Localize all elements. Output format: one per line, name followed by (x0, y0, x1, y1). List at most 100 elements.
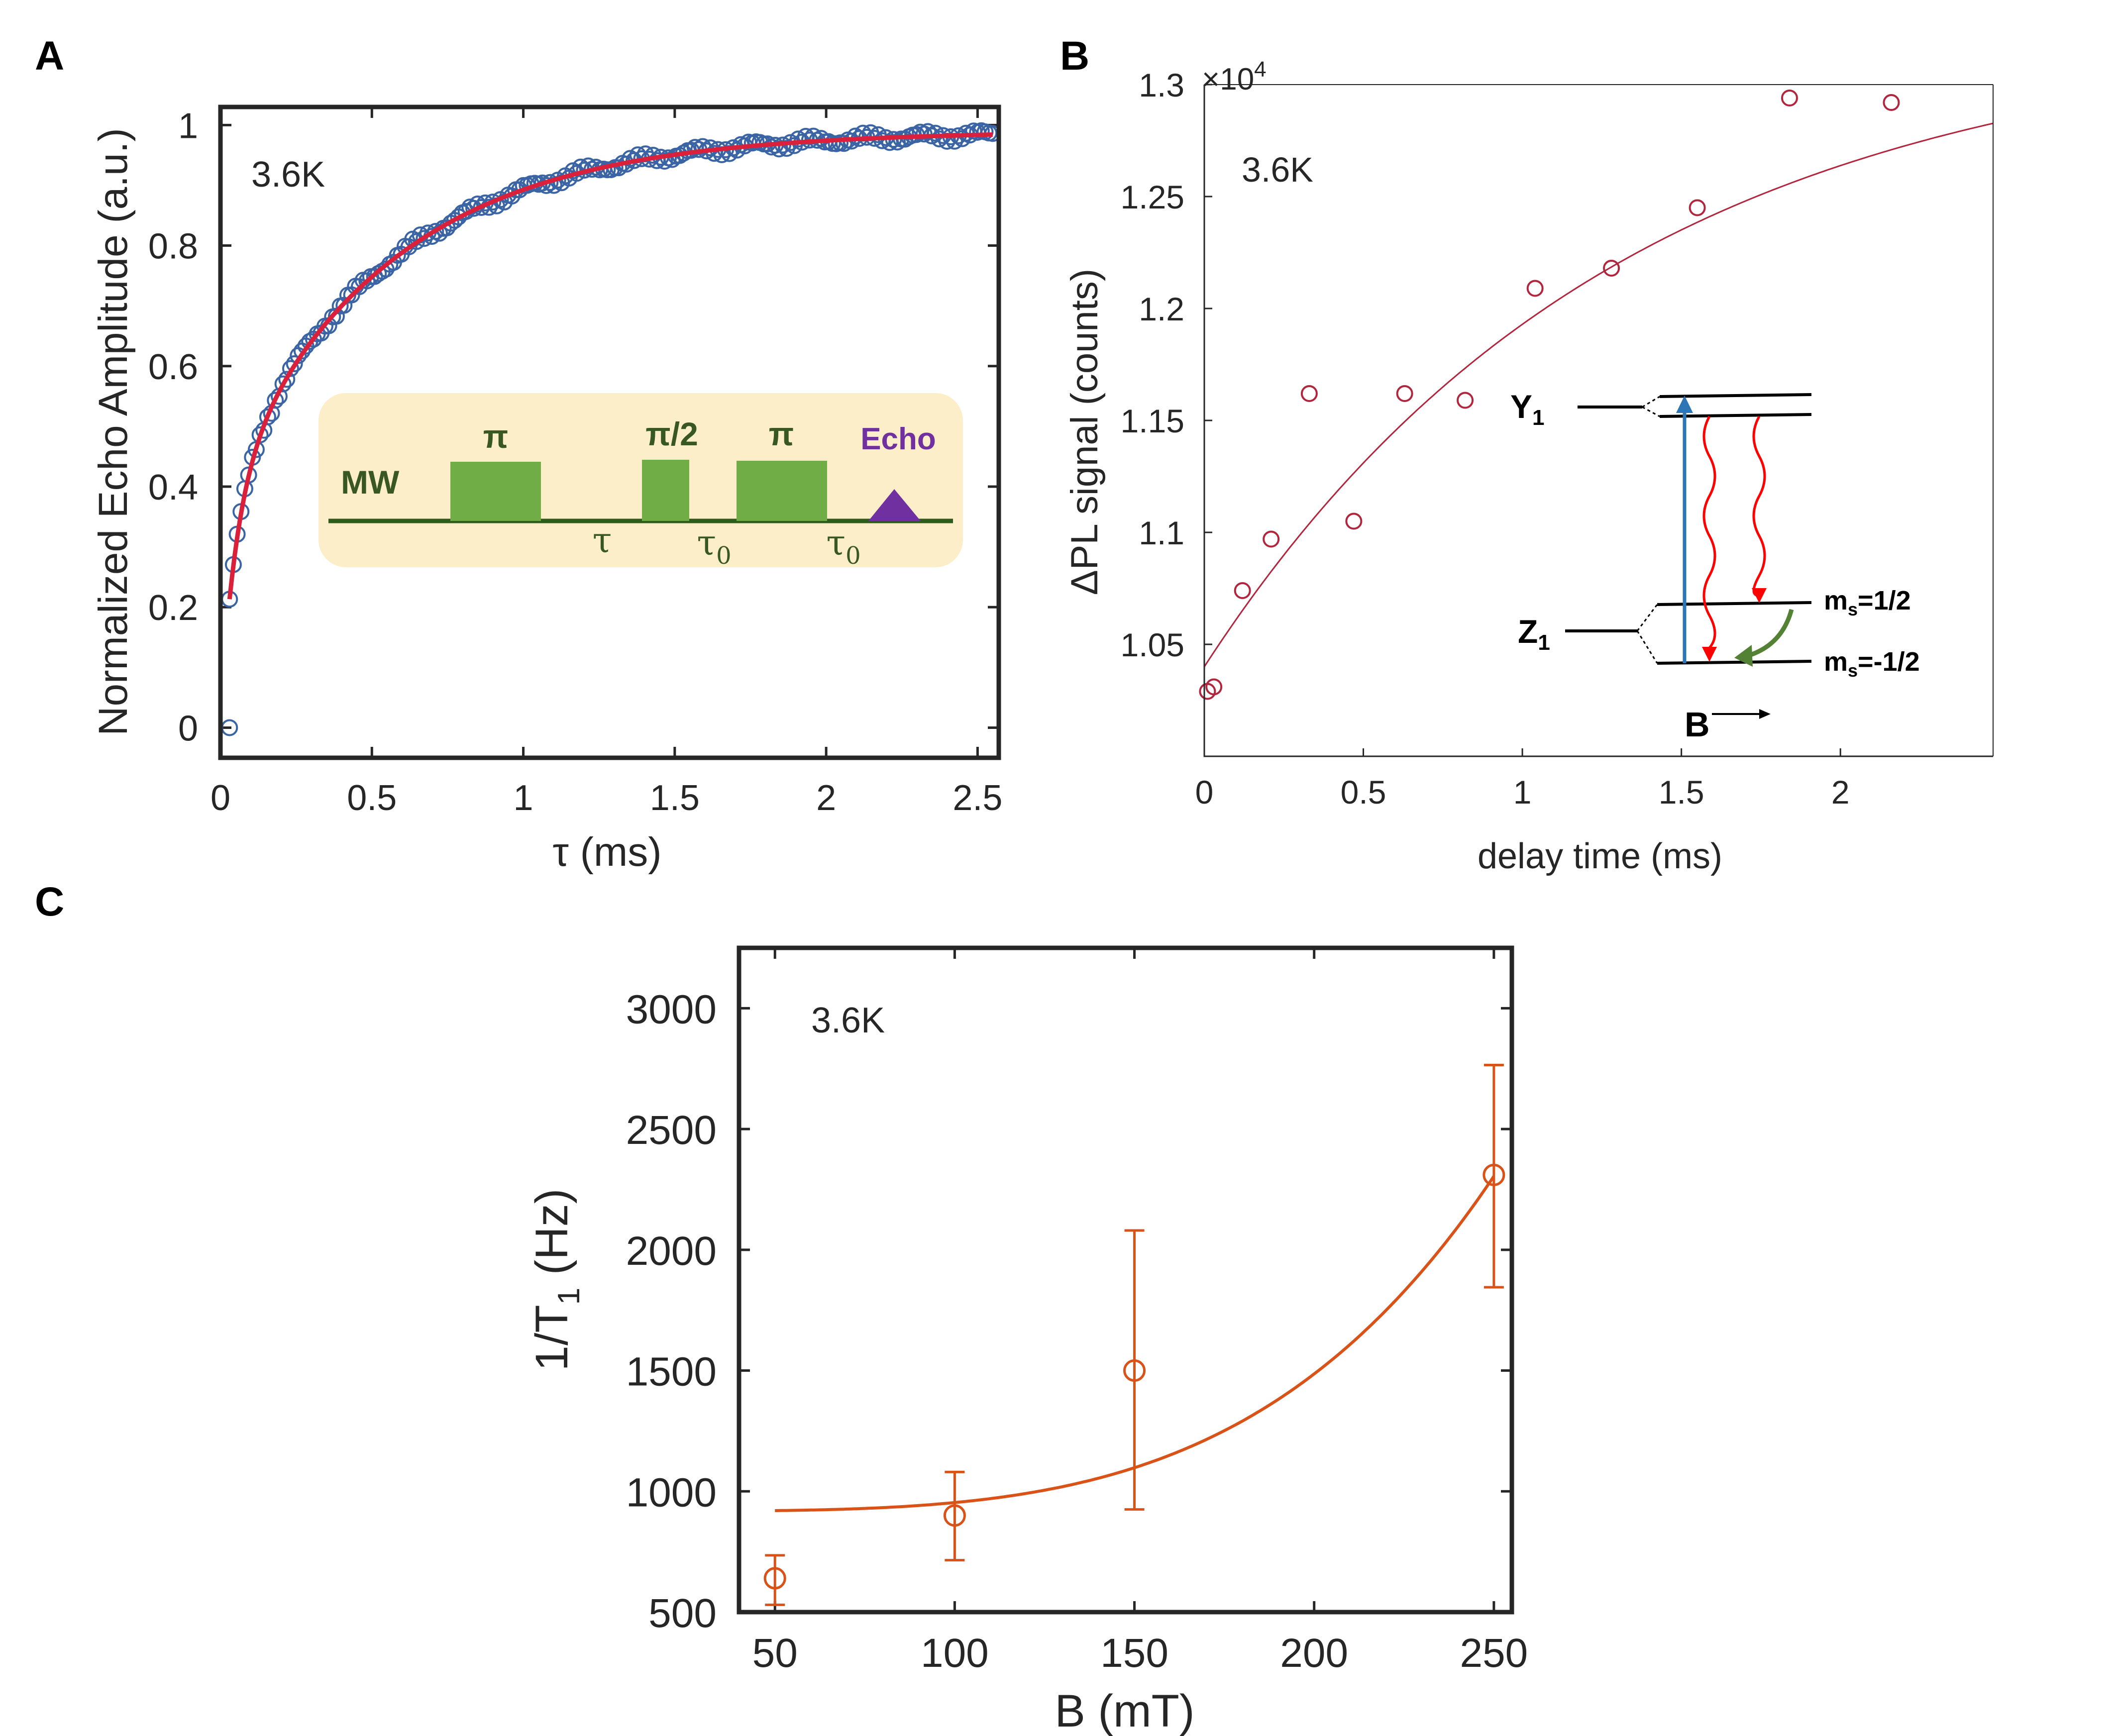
panel-b-marker (1457, 392, 1474, 409)
panel-a-xtick-label: 2.5 (952, 778, 1002, 818)
panel-a-annotation: 3.6K (251, 155, 325, 195)
panel-c-annotation: 3.6K (811, 1001, 885, 1040)
pi-pulse-2 (737, 461, 827, 521)
panel-c-marker (1123, 1359, 1146, 1382)
panel-a-ylabel: Normalized Echo Amplitude (a.u.) (91, 128, 136, 735)
panel-c-ytick-label: 2000 (626, 1228, 717, 1274)
panel-b-xtick-label: 1.5 (1659, 774, 1704, 811)
echo-label: Echo (860, 422, 936, 456)
pi-pulse-1 (450, 462, 541, 521)
panel-c-ytick-label: 1500 (626, 1349, 717, 1395)
panel-b-marker (1263, 530, 1280, 548)
panel-a: 3.6K 0 0.5 1 1.5 2 2.5 00.20.40.60.81 τ (ms) … (91, 104, 1002, 875)
panel-a-ytick-label: 0.8 (148, 227, 198, 267)
panel-a-marker (259, 408, 276, 425)
panel-c-ticks (739, 948, 1512, 1614)
relaxation-arrowhead (1734, 645, 1753, 667)
panel-c-letter: C (35, 879, 64, 924)
panel-b-exponent: ×104 (1202, 57, 1267, 97)
panel-c-markers (763, 1163, 1505, 1590)
panel-b-letter: B (1060, 33, 1089, 79)
panel-c: 3.6K 50 100 150 200 250 500 1000 1500 2000 2500 3… (527, 945, 1528, 1736)
panel-c-xlabel: B (mT) (1055, 1686, 1194, 1736)
ms-down-label: ms=-1/2 (1824, 647, 1920, 681)
y1-label: Y1 (1510, 388, 1545, 430)
pi-label-2: π (769, 415, 794, 452)
panel-b-marker (1781, 90, 1798, 106)
field-arrowhead (1759, 709, 1771, 719)
pi-half-label: π/2 (645, 415, 698, 452)
pi-half-pulse (642, 460, 689, 521)
panel-b-xtick-label: 2 (1831, 774, 1850, 811)
z1-upper-sublevel (1657, 601, 1812, 606)
emission-wave-2 (1752, 415, 1766, 597)
y1-upper-sublevel (1659, 393, 1812, 398)
panel-b-xtick-label: 0 (1195, 774, 1214, 811)
panel-b-ytick-label: 1.25 (1121, 179, 1184, 215)
echo-triangle (868, 489, 921, 521)
tau0-label-2: τ0 (826, 522, 860, 570)
panel-b-fit-line (1204, 122, 1993, 667)
panel-a-ytick-label: 0 (178, 709, 198, 748)
panel-a-ytick-label: 0.6 (148, 347, 198, 387)
panel-b-xtick-label: 1 (1513, 774, 1532, 811)
tau-label: τ (593, 520, 612, 561)
panel-c-xtick-label: 50 (752, 1631, 798, 1676)
panel-a-marker (274, 375, 292, 393)
panel-a-marker (278, 371, 296, 388)
relaxation-arrow (1743, 609, 1794, 659)
z1-split (1636, 604, 1658, 664)
panel-b-ticks (1203, 84, 1841, 756)
panel-b-marker (1689, 199, 1706, 216)
pi-label-1: π (483, 418, 509, 455)
panel-c-marker (1482, 1163, 1505, 1186)
panel-a-marker (656, 153, 673, 170)
panel-a-xtick-label: 0 (211, 778, 230, 818)
panel-a-fit-line (227, 132, 993, 600)
panel-c-xtick-label: 250 (1460, 1631, 1528, 1676)
panel-b-marker (1603, 260, 1620, 277)
panel-b-inset: Y1 Z1 ms=1/2 ms=-1/2 B (1510, 388, 1920, 744)
y1-lower-sublevel (1659, 413, 1812, 418)
panel-c-ytick-label: 3000 (626, 987, 717, 1032)
panel-a-marker (286, 355, 303, 373)
panel-a-letter: A (35, 33, 64, 79)
panel-b-ylabel: ΔPL signal (counts) (1063, 269, 1106, 595)
panel-b-ytick-label: 1.1 (1139, 514, 1184, 551)
panel-b: ×104 3.6K 0 0.5 1 1.5 2 1.05 1.1 1.15 1.2 1.25 1.… (1063, 57, 1994, 876)
panel-a-xtick-label: 1 (514, 778, 533, 818)
panel-b-markers (1199, 90, 1900, 700)
panel-c-ytick-label: 2500 (626, 1108, 717, 1153)
panel-b-marker (1234, 582, 1251, 599)
panel-c-xtick-label: 100 (921, 1631, 989, 1676)
panel-b-annotation: 3.6K (1242, 150, 1313, 189)
tau0-label-1: τ0 (697, 522, 731, 570)
panel-c-ytick-label: 1000 (626, 1470, 717, 1515)
emission-wave-1 (1702, 415, 1716, 649)
panel-a-marker (484, 194, 502, 211)
ms-up-label: ms=1/2 (1824, 586, 1911, 619)
panel-a-marker (881, 134, 898, 151)
panel-a-ytick-label: 1 (178, 106, 198, 146)
panel-b-marker (1300, 385, 1318, 402)
panel-a-inset: MW π π/2 π Echo τ τ0 τ0 (318, 393, 963, 570)
panel-c-ylabel: 1/T1 (Hz) (527, 1189, 586, 1371)
panel-a-axes-box (218, 104, 1001, 760)
panel-b-marker (1345, 512, 1363, 530)
panel-b-xtick-label: 0.5 (1341, 774, 1386, 811)
inset-background (318, 393, 963, 567)
panel-c-axes-box (737, 945, 1514, 1615)
z1-lower-sublevel (1657, 660, 1812, 665)
panel-a-marker (846, 127, 864, 145)
excitation-arrowhead (1676, 396, 1693, 413)
panel-b-marker (1526, 280, 1544, 297)
panel-b-xlabel: delay time (ms) (1478, 836, 1722, 876)
emission-arrowhead-2 (1752, 588, 1767, 603)
emission-arrowhead-1 (1702, 647, 1717, 662)
panel-a-ytick-label: 0.4 (148, 468, 198, 508)
panel-c-xtick-label: 150 (1100, 1631, 1168, 1676)
panel-a-marker (282, 360, 299, 377)
panel-b-marker (1205, 678, 1223, 696)
panel-a-xlabel: τ (ms) (552, 829, 661, 875)
